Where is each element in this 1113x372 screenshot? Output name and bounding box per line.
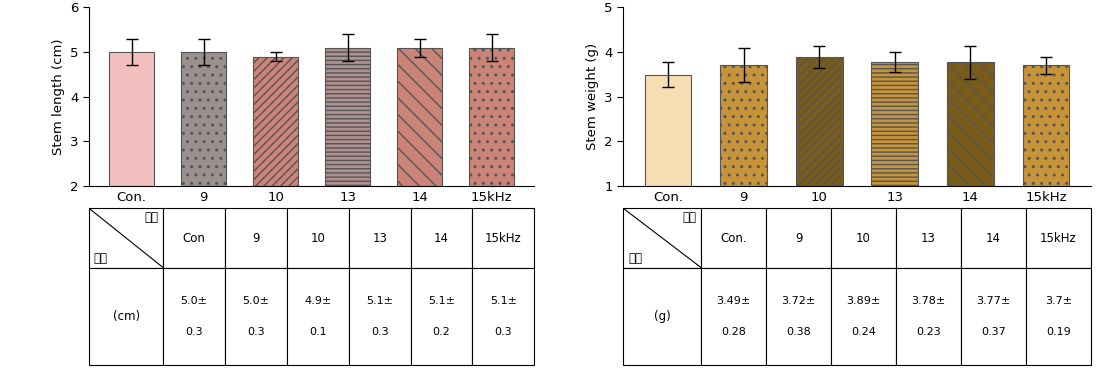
Text: 5.1±: 5.1± [429, 295, 455, 305]
Bar [961, 208, 1026, 268]
Text: 음파: 음파 [145, 211, 159, 224]
Bar [1026, 208, 1091, 268]
Text: 5.1±: 5.1± [490, 295, 516, 305]
Text: 음파: 음파 [682, 211, 697, 224]
Bar [644, 75, 691, 186]
Bar [831, 208, 896, 268]
Text: 0.24: 0.24 [851, 327, 876, 337]
Text: 3.72±: 3.72± [781, 295, 816, 305]
Bar [325, 48, 370, 186]
Bar [1026, 268, 1091, 365]
Bar [896, 208, 961, 268]
Bar [472, 268, 534, 365]
Text: 0.28: 0.28 [721, 327, 746, 337]
Y-axis label: Stem length (cm): Stem length (cm) [51, 38, 65, 155]
Bar [947, 62, 994, 186]
Text: 14: 14 [986, 231, 1001, 244]
Text: 3.77±: 3.77± [976, 295, 1011, 305]
Text: 15kHz: 15kHz [1040, 231, 1076, 244]
Bar [961, 268, 1026, 365]
Bar [181, 52, 226, 186]
Text: (g): (g) [653, 310, 671, 323]
Bar [164, 268, 225, 365]
Bar [225, 208, 287, 268]
Bar [831, 268, 896, 365]
Text: 3.78±: 3.78± [912, 295, 946, 305]
Bar [254, 57, 298, 186]
Bar [796, 57, 843, 186]
Bar [766, 208, 831, 268]
Text: 0.2: 0.2 [433, 327, 451, 337]
Text: 5.0±: 5.0± [243, 295, 269, 305]
Bar [896, 268, 961, 365]
Text: 0.3: 0.3 [494, 327, 512, 337]
Text: 10: 10 [856, 231, 871, 244]
Text: 0.23: 0.23 [916, 327, 940, 337]
Bar [109, 52, 154, 186]
Text: 길이: 길이 [93, 251, 108, 264]
Y-axis label: Stem weight (g): Stem weight (g) [585, 43, 599, 150]
Bar [89, 268, 164, 365]
Text: 13: 13 [920, 231, 936, 244]
Bar [397, 48, 442, 186]
Bar [470, 48, 514, 186]
Text: (cm): (cm) [112, 310, 140, 323]
Text: 0.1: 0.1 [309, 327, 326, 337]
Text: 0.3: 0.3 [371, 327, 388, 337]
Text: 9: 9 [253, 231, 259, 244]
Bar [348, 268, 411, 365]
Bar [1023, 65, 1070, 186]
Text: 3.89±: 3.89± [846, 295, 880, 305]
Text: 0.38: 0.38 [786, 327, 811, 337]
Text: Con: Con [183, 231, 206, 244]
Bar [411, 208, 472, 268]
Bar [472, 208, 534, 268]
Text: 13: 13 [372, 231, 387, 244]
Bar [287, 268, 348, 365]
Bar [871, 62, 918, 186]
Text: 14: 14 [434, 231, 449, 244]
Bar [720, 65, 767, 186]
Bar [623, 268, 701, 365]
Text: 4.9±: 4.9± [304, 295, 332, 305]
Text: 3.49±: 3.49± [717, 295, 751, 305]
Text: 15kHz: 15kHz [485, 231, 522, 244]
Text: 9: 9 [795, 231, 802, 244]
Text: 5.1±: 5.1± [366, 295, 393, 305]
Bar [701, 268, 766, 365]
Bar [701, 208, 766, 268]
Text: 0.3: 0.3 [247, 327, 265, 337]
Text: 무게: 무게 [628, 251, 642, 264]
Bar [348, 208, 411, 268]
Text: 0.3: 0.3 [186, 327, 203, 337]
Bar [164, 208, 225, 268]
Bar [89, 208, 164, 268]
Bar [287, 208, 348, 268]
Text: 3.7±: 3.7± [1045, 295, 1072, 305]
Bar [623, 208, 701, 268]
Text: Con.: Con. [720, 231, 747, 244]
Bar [411, 268, 472, 365]
Text: 0.37: 0.37 [981, 327, 1006, 337]
Bar [225, 268, 287, 365]
Bar [766, 268, 831, 365]
Text: 10: 10 [311, 231, 325, 244]
Text: 5.0±: 5.0± [180, 295, 208, 305]
Text: 0.19: 0.19 [1046, 327, 1071, 337]
